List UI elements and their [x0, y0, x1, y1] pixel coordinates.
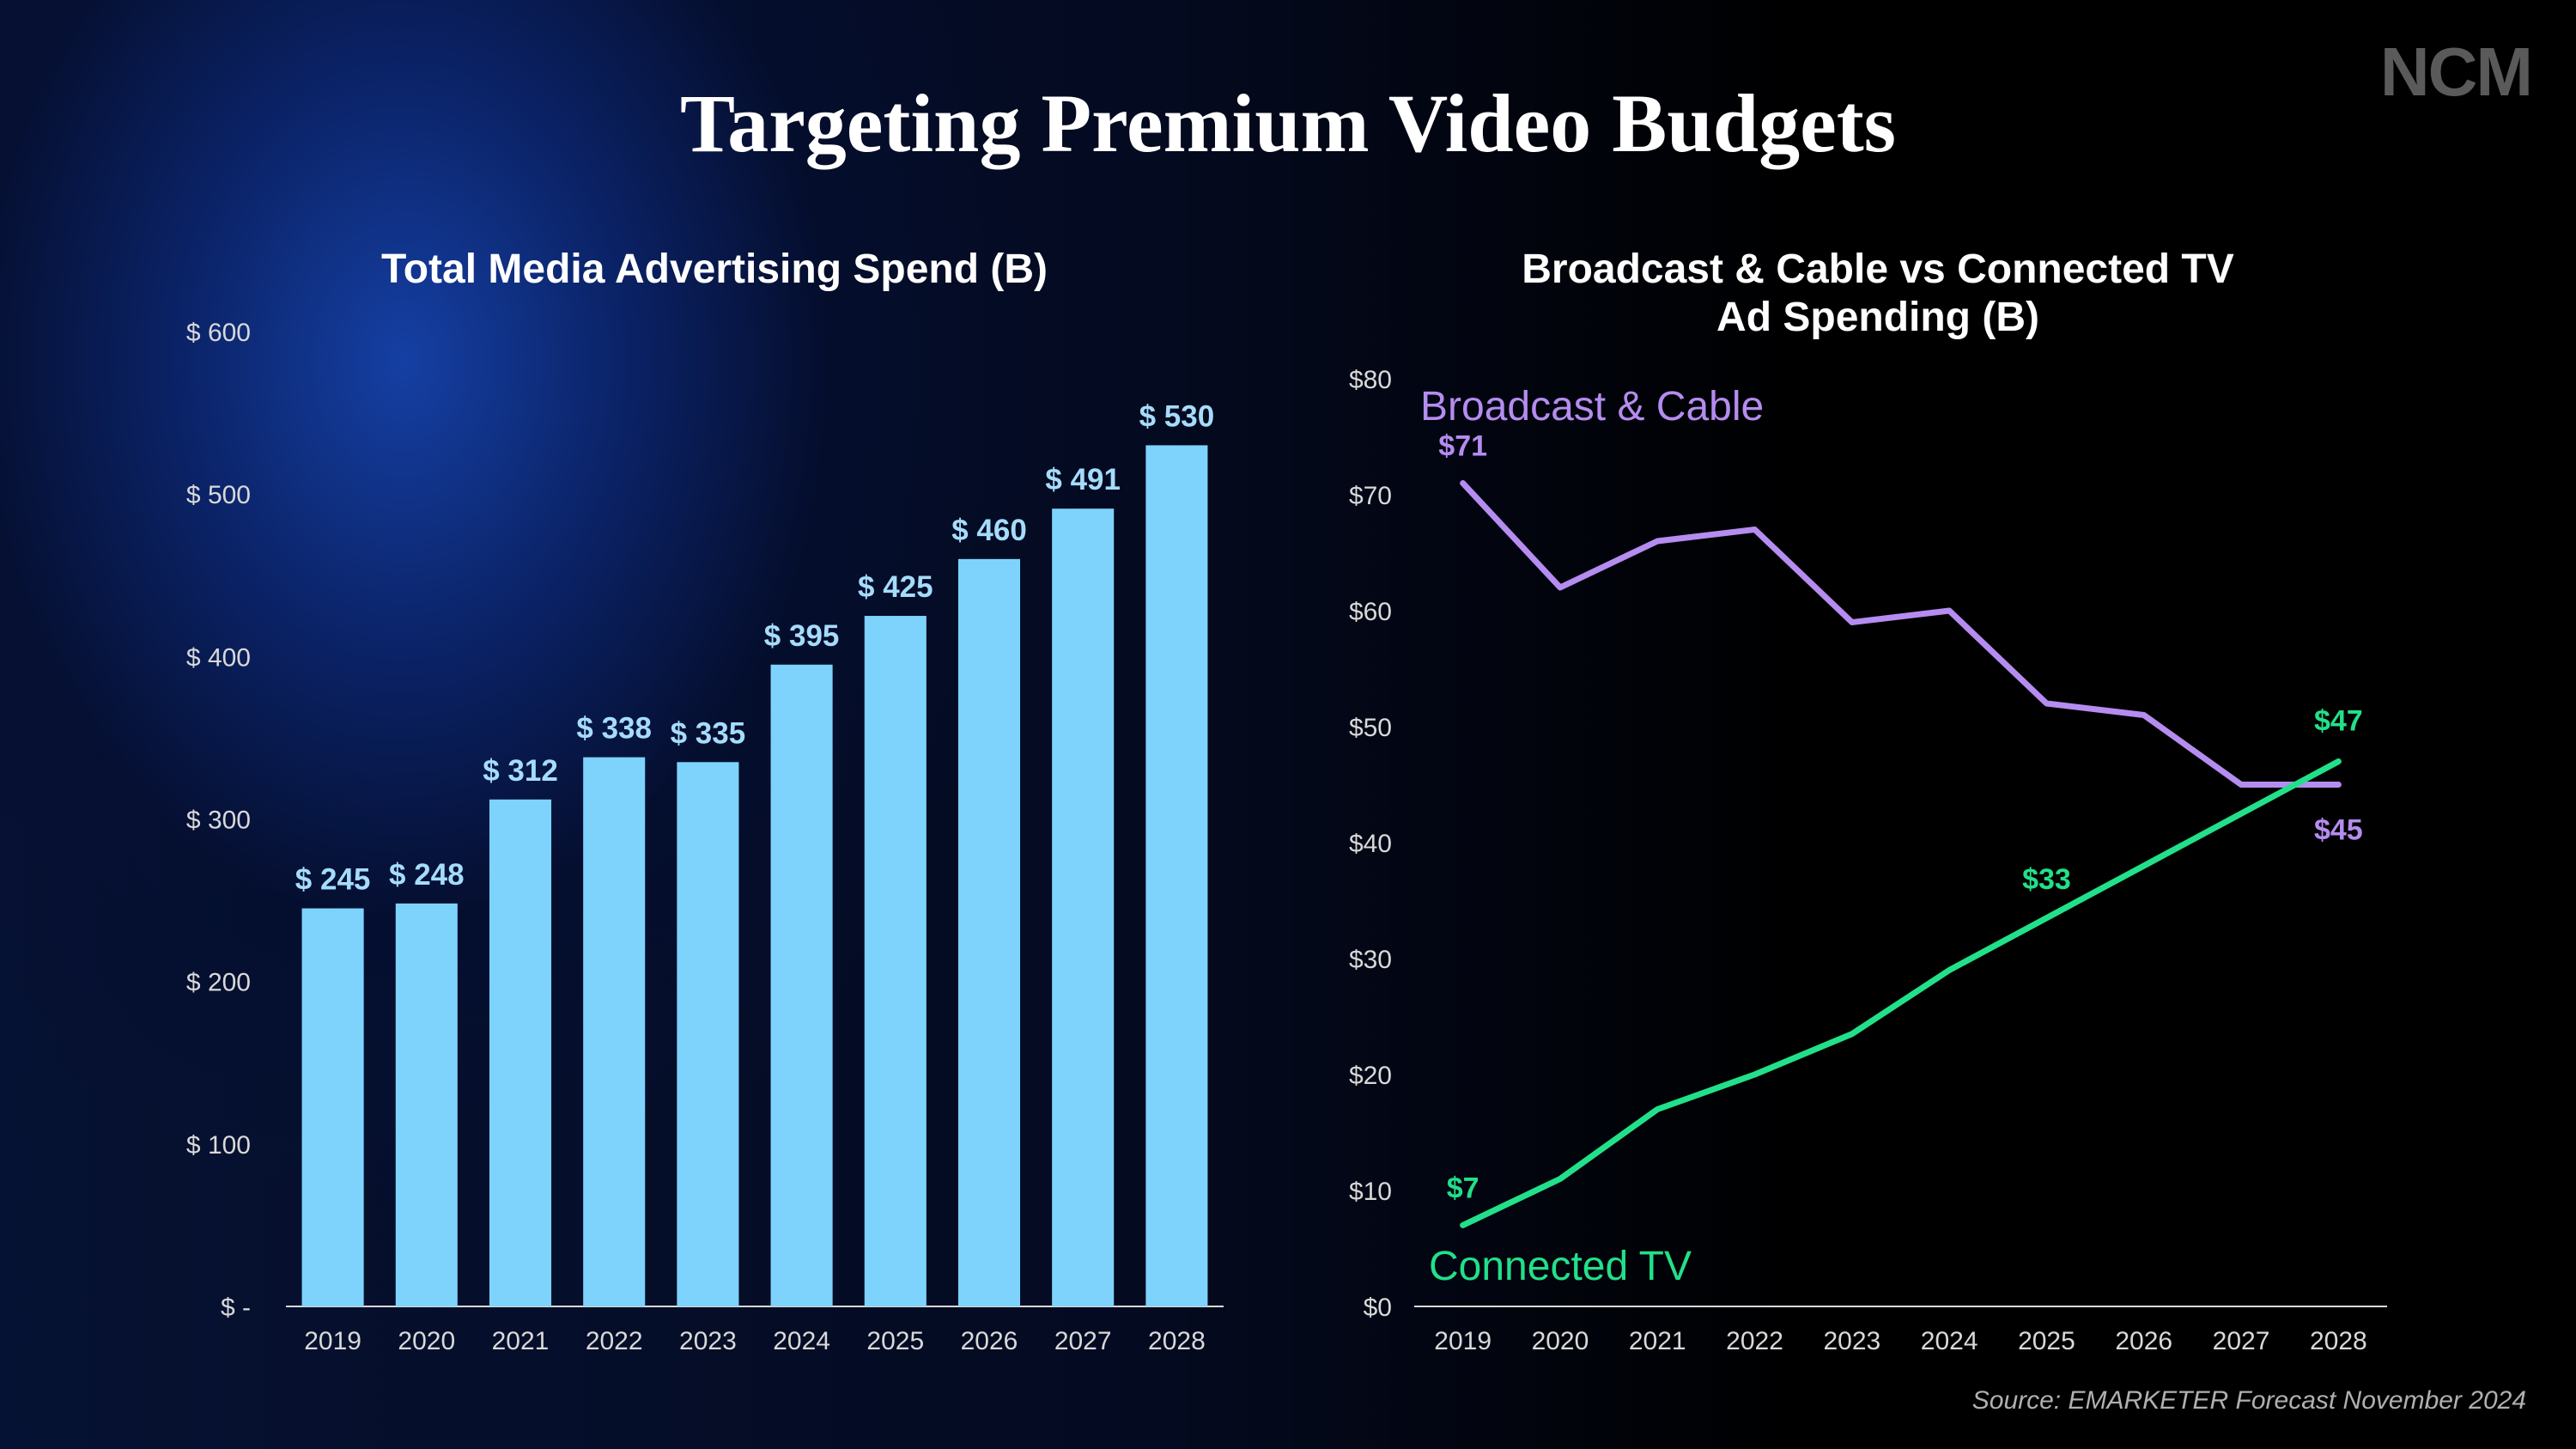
y-tick-label: $ 200 [186, 969, 251, 997]
point-label: $45 [2314, 814, 2363, 847]
y-tick-label: $0 [1364, 1294, 1392, 1322]
y-tick-label: $ 500 [186, 481, 251, 509]
bar-2026 [957, 558, 1021, 1306]
source-note: Source: EMARKETER Forecast November 2024 [1971, 1386, 2526, 1415]
x-tick-label: 2023 [679, 1327, 737, 1355]
x-tick-label: 2024 [1921, 1327, 1978, 1355]
bar-2021 [489, 799, 552, 1306]
y-tick-label: $50 [1349, 714, 1392, 742]
y-tick-label: $70 [1349, 482, 1392, 510]
bar-data-label: $ 530 [1139, 399, 1215, 433]
bar-2023 [677, 762, 739, 1306]
x-tick-label: 2019 [1434, 1327, 1492, 1355]
point-label: $7 [1447, 1172, 1479, 1205]
y-tick-label: $30 [1349, 946, 1392, 974]
bar-data-label: $ 460 [951, 514, 1027, 547]
series-line-broadcast-cable [1460, 480, 2342, 788]
bar-data-label: $ 248 [389, 858, 465, 892]
bar-2024 [770, 664, 833, 1306]
x-tick-label: 2026 [961, 1327, 1018, 1355]
bar-2020 [395, 903, 458, 1306]
x-tick-label: 2023 [1823, 1327, 1880, 1355]
bar-data-label: $ 338 [576, 712, 652, 746]
x-tick-label: 2024 [773, 1327, 830, 1355]
x-tick-label: 2026 [2115, 1327, 2172, 1355]
x-tick-label: 2021 [492, 1327, 550, 1355]
point-label: $33 [2022, 863, 2071, 896]
x-tick-label: 2025 [866, 1327, 924, 1355]
y-tick-label: $20 [1349, 1062, 1392, 1090]
bar-chart: Total Media Advertising Spend (B) $ - $ 10… [186, 247, 1224, 1355]
y-tick-label: $60 [1349, 598, 1392, 626]
x-tick-label: 2028 [2310, 1327, 2367, 1355]
x-tick-label: 2021 [1629, 1327, 1686, 1355]
bar-data-label: $ 491 [1045, 463, 1121, 496]
y-tick-label: $ - [221, 1294, 251, 1322]
bar-chart-title: Total Media Advertising Spend (B) [381, 247, 1048, 292]
y-tick-label: $ 600 [186, 319, 251, 347]
bar-2027 [1052, 508, 1115, 1306]
ncm-logo: NCM [2379, 33, 2533, 110]
line-chart-title-line-2: Ad Spending (B) [1716, 295, 2039, 340]
x-tick-label: 2022 [586, 1327, 643, 1355]
bar-2022 [583, 757, 646, 1306]
y-tick-label: $10 [1349, 1178, 1392, 1206]
x-tick-label: 2019 [304, 1327, 361, 1355]
x-tick-label: 2020 [398, 1327, 455, 1355]
bar-data-label: $ 395 [764, 619, 840, 653]
bar-2028 [1145, 445, 1208, 1306]
y-tick-label: $40 [1349, 830, 1392, 858]
series-name-broadcast-cable: Broadcast & Cable [1420, 384, 1764, 429]
bar-data-label: $ 335 [671, 716, 746, 750]
slide-title: Targeting Premium Video Budgets [679, 77, 1897, 169]
x-tick-label: 2027 [1054, 1327, 1112, 1355]
bar-2019 [301, 908, 364, 1306]
x-tick-label: 2027 [2213, 1327, 2270, 1355]
bar-2025 [864, 616, 927, 1306]
x-tick-label: 2020 [1532, 1327, 1589, 1355]
bar-data-label: $ 312 [483, 754, 558, 788]
point-label: $71 [1438, 430, 1487, 463]
series-name-connected-tv: Connected TV [1429, 1244, 1692, 1289]
y-tick-label: $ 400 [186, 643, 251, 672]
x-tick-label: 2028 [1148, 1327, 1206, 1355]
x-tick-label: 2025 [2018, 1327, 2075, 1355]
bar-data-label: $ 425 [858, 570, 933, 604]
y-tick-label: $ 100 [186, 1131, 251, 1160]
bar-data-label: $ 245 [295, 863, 371, 897]
y-tick-label: $80 [1349, 366, 1392, 394]
point-label: $47 [2314, 705, 2363, 738]
line-chart-title-line-1: Broadcast & Cable vs Connected TV [1522, 247, 2234, 292]
x-tick-label: 2022 [1726, 1327, 1783, 1355]
y-tick-label: $ 300 [186, 807, 251, 835]
series-line-connected-tv [1460, 758, 2342, 1228]
